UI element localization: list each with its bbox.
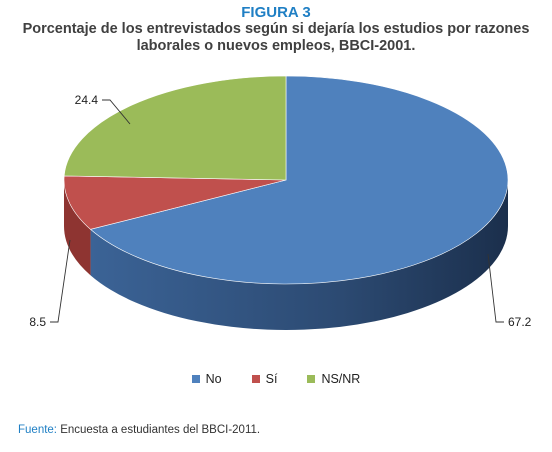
legend-swatch-nsnr xyxy=(307,375,316,383)
legend-label-si: Sí xyxy=(265,372,278,386)
pie-slice-nsnr xyxy=(63,75,287,181)
data-label-nsnr: 24.4 xyxy=(75,93,99,107)
source-text: Encuesta a estudiantes del BBCI-2011. xyxy=(57,424,261,436)
legend-item-si: Sí xyxy=(251,372,278,386)
figure-label: FIGURA 3 xyxy=(241,4,311,21)
leader-line-nsnr xyxy=(102,99,131,125)
leader-line-no xyxy=(487,253,504,323)
legend-label-nsnr: NS/NR xyxy=(321,372,361,386)
pie-labels: 67.2 8.5 24.4 xyxy=(29,93,531,329)
chart-title: Porcentaje de los entrevistados según si… xyxy=(22,21,530,54)
source-key: Fuente: xyxy=(18,424,57,436)
pie-side-s xyxy=(64,180,91,276)
data-label-no: 67.2 xyxy=(508,315,532,329)
pie-tops xyxy=(63,75,509,285)
source-note: Fuente: Encuesta a estudiantes del BBCI-… xyxy=(18,424,260,436)
pie-leaders xyxy=(50,99,504,323)
pie-sides xyxy=(64,180,509,331)
legend: No Sí NS/NR xyxy=(0,372,552,386)
legend-item-nsnr: NS/NR xyxy=(307,372,360,386)
leader-line-s xyxy=(50,239,71,323)
pie-slice-s xyxy=(63,175,287,230)
legend-item-no: No xyxy=(191,372,222,386)
legend-label-no: No xyxy=(205,372,222,386)
legend-swatch-no xyxy=(191,375,200,383)
legend-swatch-si xyxy=(251,375,260,383)
data-label-s: 8.5 xyxy=(29,315,46,329)
pie-slice-no xyxy=(89,75,509,285)
pie-side-no xyxy=(90,180,509,331)
